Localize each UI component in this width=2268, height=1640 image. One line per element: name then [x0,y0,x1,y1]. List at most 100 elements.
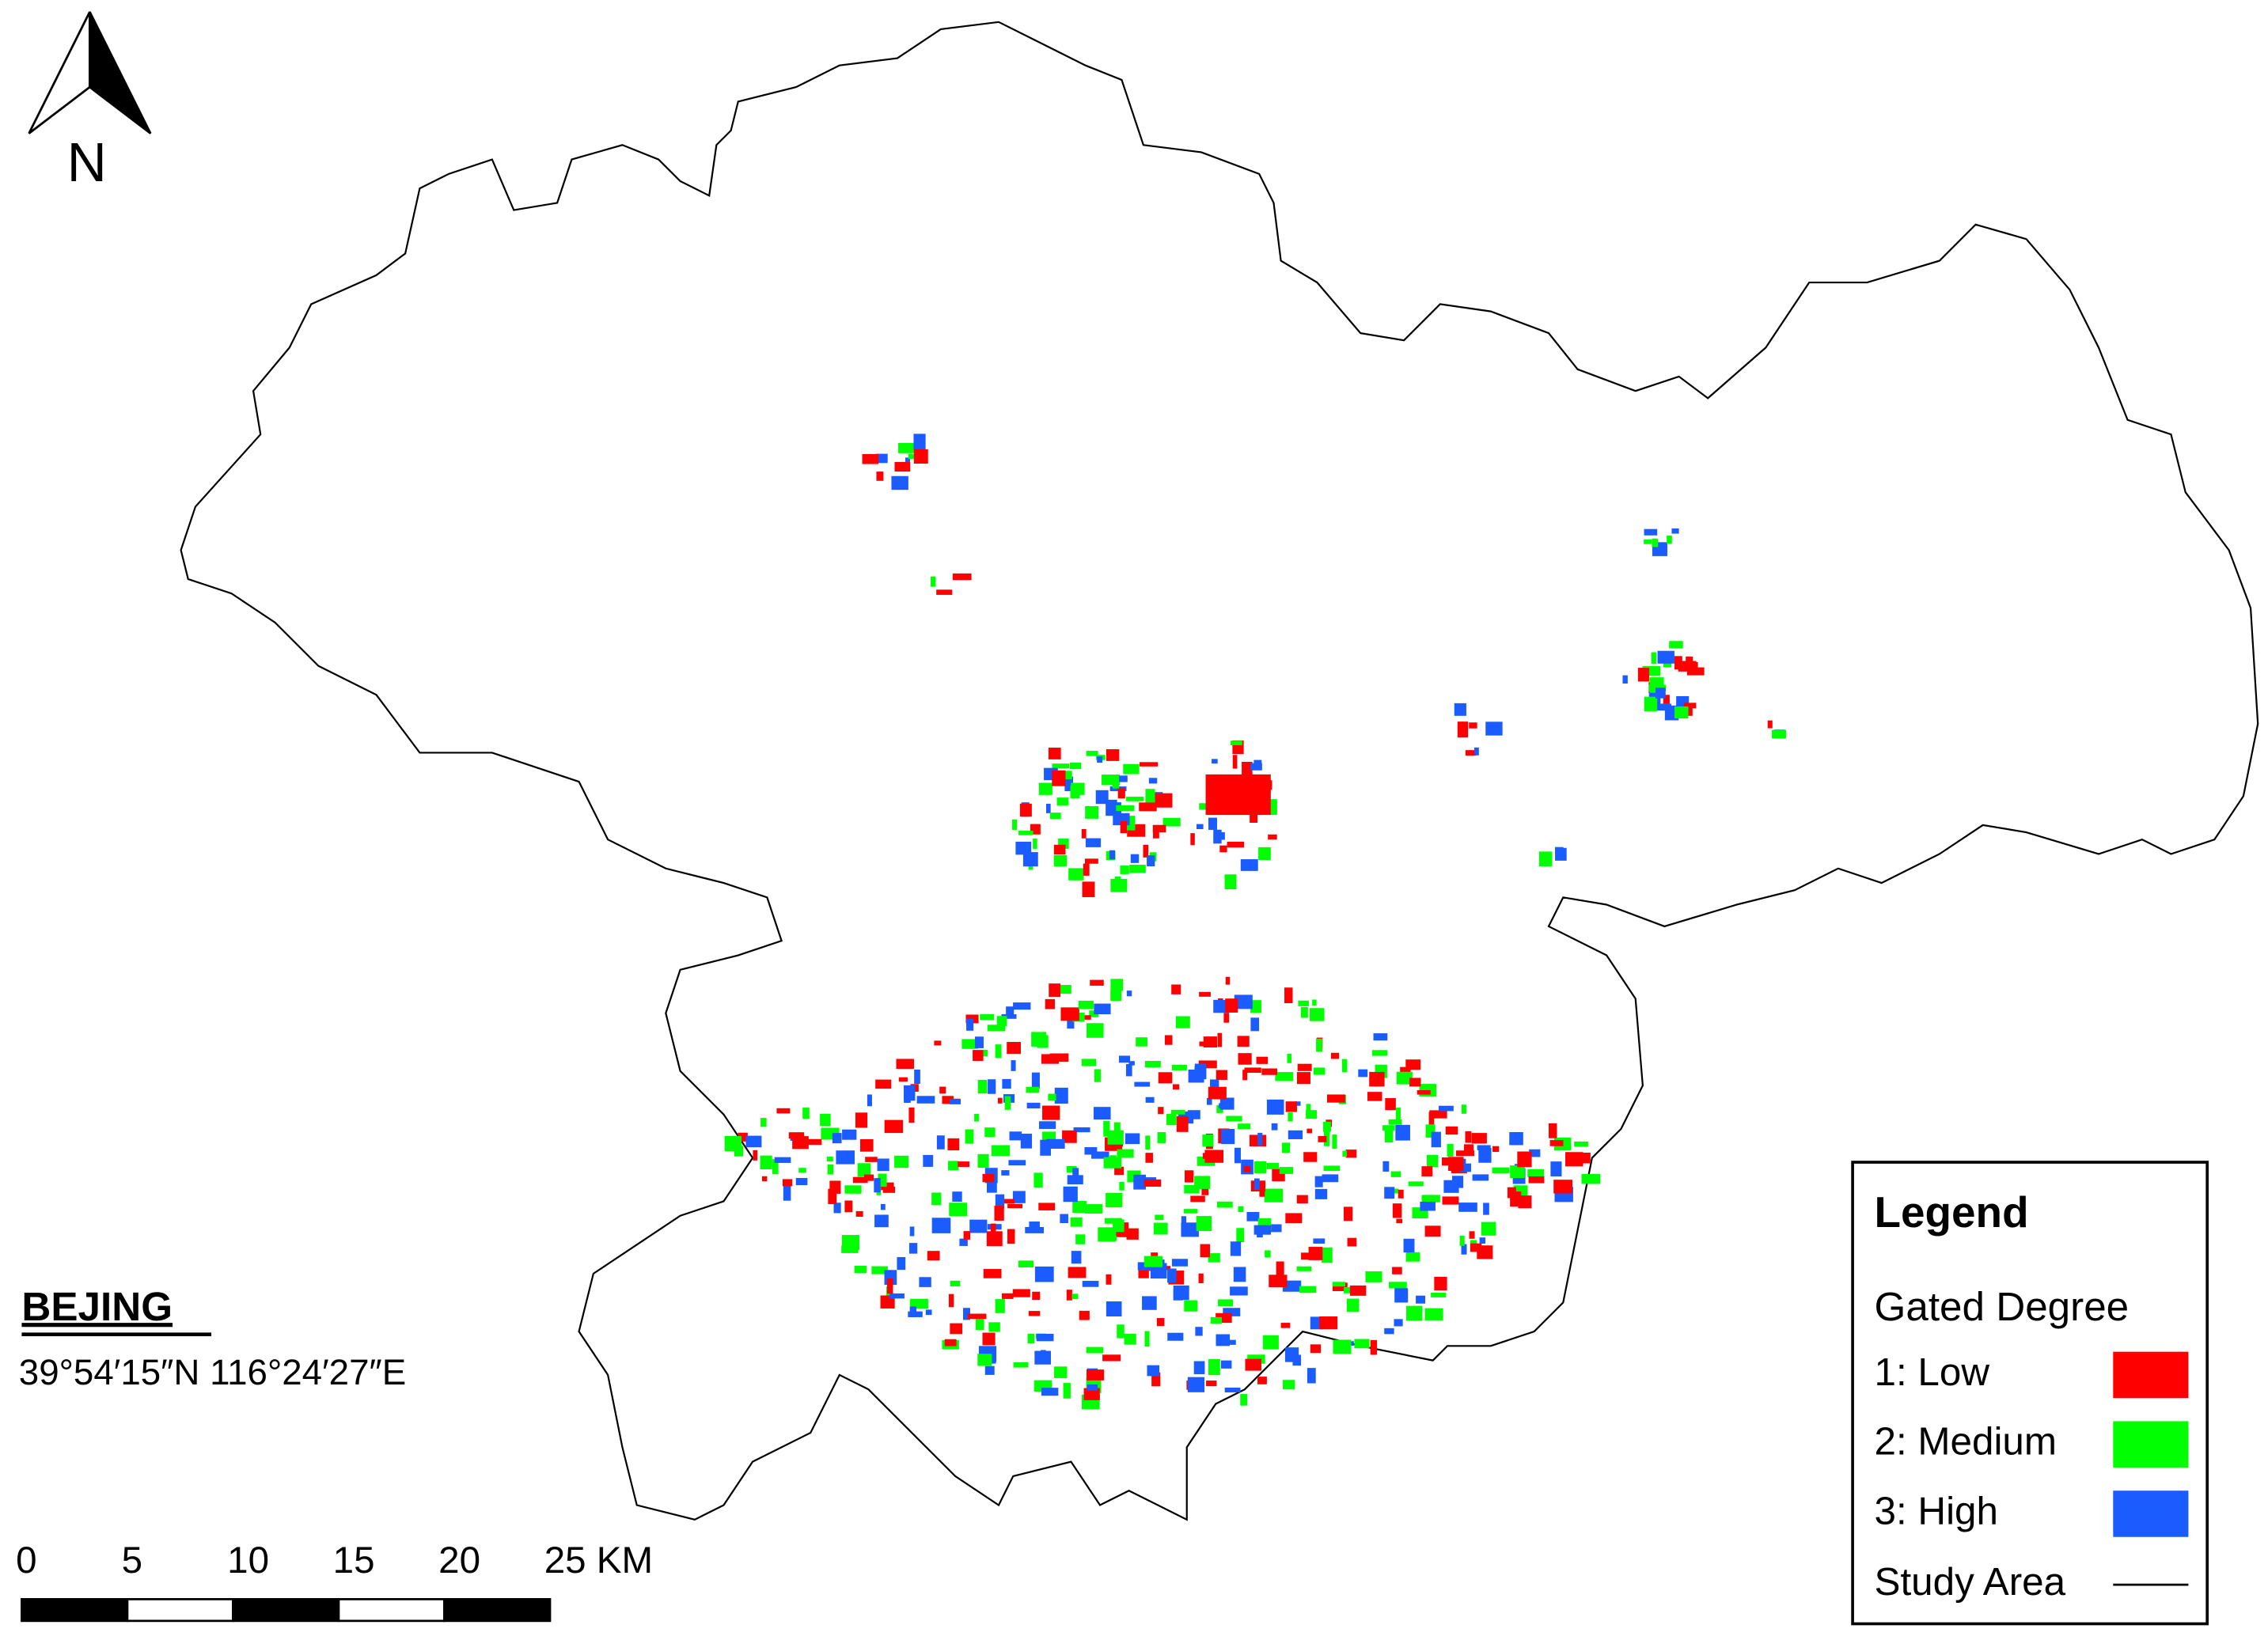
community-patch [884,1119,904,1134]
community-patch [1078,1000,1094,1009]
community-patch [761,1176,768,1182]
community-patch [931,1218,951,1233]
community-patch [974,1113,979,1122]
community-patch [1041,1350,1046,1361]
community-patch [1686,667,1705,676]
community-patch [977,1354,992,1366]
community-patch [1087,1384,1098,1391]
community-patch [1485,722,1503,736]
community-patch [1181,1216,1187,1229]
community-patch [1300,1006,1308,1018]
community-patch [1240,1394,1248,1406]
community-patch [1104,1218,1122,1224]
community-patch [1176,1115,1189,1132]
community-patch [1066,1165,1077,1173]
community-patch [1116,805,1135,811]
community-patch [1420,1201,1436,1211]
community-patch [1384,1187,1395,1199]
community-patch [1403,1238,1415,1253]
community-patch [1097,756,1103,763]
community-patch [913,449,928,464]
community-patch [1202,1153,1221,1159]
community-patch [875,453,888,464]
community-patch [1369,1071,1385,1087]
community-patch [1064,776,1074,792]
community-patch [1216,1104,1223,1113]
community-patch [1087,1023,1104,1038]
scale-segment [337,1598,446,1623]
community-patch [1079,1310,1090,1320]
community-patch [1428,1112,1435,1125]
community-patch [1098,1227,1117,1242]
community-patch [1358,1069,1368,1078]
community-patch [977,1153,989,1168]
community-patch [832,1133,842,1144]
community-patch [788,1132,805,1139]
community-patch [1095,790,1109,805]
scale-label: 0 [16,1540,36,1581]
community-patch [995,1044,1002,1059]
community-patch [1237,1036,1250,1047]
community-patch [1256,1056,1269,1064]
community-patch [1072,1168,1079,1180]
community-patch [1427,1154,1439,1168]
community-patch [1431,1131,1441,1148]
community-patch [836,1150,855,1165]
community-patch [1509,1132,1523,1146]
community-patch [1213,829,1222,844]
community-patch [1218,831,1225,840]
community-patch [1205,774,1271,816]
community-patch [1477,1145,1491,1150]
community-patch [1257,1377,1267,1384]
community-patch [1261,1068,1278,1075]
community-patch [1090,979,1104,986]
community-patch [877,1158,889,1172]
community-patch [1171,1064,1187,1070]
community-patch [1045,998,1055,1009]
community-patch [965,1129,974,1144]
community-patch [1062,1130,1077,1143]
community-patch [1455,1150,1474,1157]
community-patch [1581,1173,1601,1184]
community-patch [894,462,911,472]
community-patch [1319,1316,1338,1330]
community-patch [898,442,916,453]
scale-segment [232,1598,340,1623]
north-arrow: N [28,11,152,193]
community-patch [1042,1105,1060,1120]
community-patch [1119,1181,1125,1191]
community-patch [1288,1130,1303,1139]
community-patch [991,1145,1011,1157]
community-patch [1185,1170,1194,1183]
community-patch [1656,703,1671,711]
community-patch [1253,1178,1260,1190]
community-patch [1219,1103,1223,1108]
scale-label: 10 [227,1540,269,1581]
community-patch [950,1099,961,1104]
community-patch [1371,1050,1388,1056]
community-patch [1553,1180,1572,1194]
community-patch [939,1086,946,1094]
community-patch [1008,1160,1026,1166]
community-patch [782,1179,793,1187]
community-patch [1298,1000,1309,1006]
community-patch [1308,1247,1323,1260]
community-patch [1067,1014,1075,1029]
community-patch [1345,1150,1357,1158]
community-patch [1458,1203,1477,1212]
community-patch [1084,1204,1103,1214]
community-patch [1253,1161,1267,1173]
community-patch [1053,844,1066,855]
community-patch [1223,1308,1241,1316]
community-patch [738,1132,748,1142]
community-patch [1373,1033,1388,1041]
community-patch [1266,1162,1280,1169]
community-patch [1396,1071,1413,1085]
community-patch [1421,1166,1433,1176]
community-patch [962,1308,970,1320]
community-patch [904,1085,916,1101]
community-patch [975,1316,984,1331]
community-patch [966,1018,974,1031]
community-patch [1253,1225,1272,1235]
community-patch [1008,1231,1015,1240]
